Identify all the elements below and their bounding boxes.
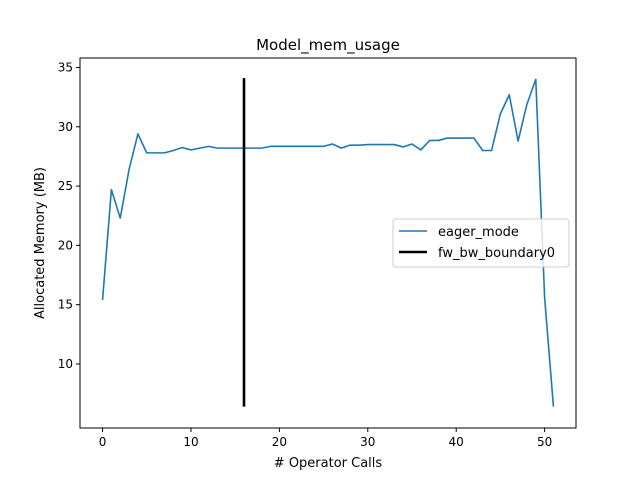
x-axis: 0 10 20 30 40 50 — [99, 428, 552, 449]
y-tick-label: 25 — [58, 179, 73, 193]
legend: eager_mode fw_bw_boundary0 — [392, 218, 570, 268]
y-axis: 10 15 20 25 30 35 — [58, 60, 80, 371]
legend-label-fw-bw-boundary0: fw_bw_boundary0 — [438, 246, 555, 261]
y-tick-label: 35 — [58, 60, 73, 74]
x-tick-label: 50 — [537, 435, 552, 449]
legend-label-eager-mode: eager_mode — [438, 225, 519, 240]
x-tick-label: 30 — [360, 435, 375, 449]
x-tick-label: 0 — [99, 435, 107, 449]
x-tick-label: 10 — [183, 435, 198, 449]
legend-box — [392, 218, 570, 268]
plot-frame — [79, 57, 577, 429]
series-line-eager-mode — [101, 78, 555, 407]
x-axis-label: # Operator Calls — [274, 456, 383, 471]
y-axis-label: Allocated Memory (MB) — [33, 167, 48, 319]
x-tick-label: 40 — [449, 435, 464, 449]
y-tick-label: 20 — [58, 238, 73, 252]
y-tick-label: 30 — [58, 120, 73, 134]
y-tick-label: 10 — [58, 357, 73, 371]
x-tick-label: 20 — [272, 435, 287, 449]
y-tick-label: 15 — [58, 298, 73, 312]
plot-content — [101, 78, 555, 407]
chart-title: Model_mem_usage — [256, 36, 400, 55]
